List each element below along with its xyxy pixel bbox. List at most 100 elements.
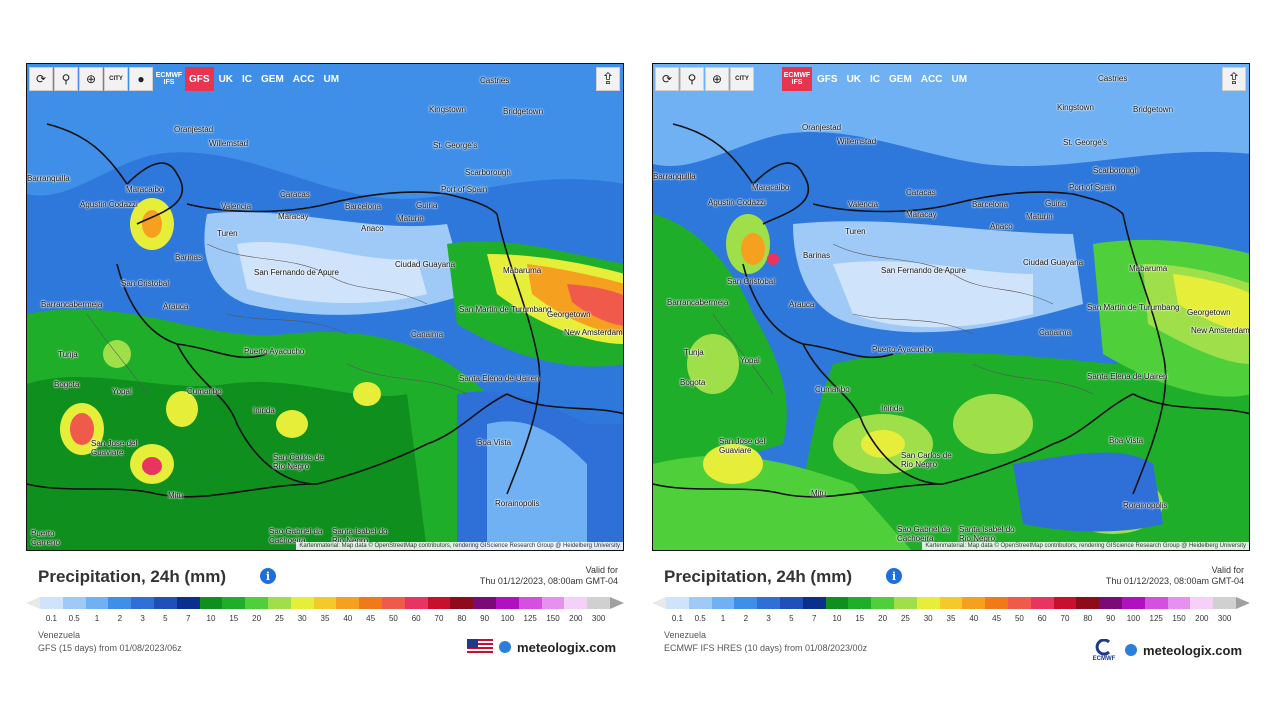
- model-tab-um[interactable]: UM: [323, 73, 340, 85]
- info-icon[interactable]: i: [260, 568, 276, 584]
- model-tab-gem[interactable]: GEM: [261, 73, 284, 85]
- legend-swatch: [757, 597, 780, 609]
- legend-tick-label: 0.5: [68, 614, 80, 623]
- precip-map-gfs[interactable]: ⟳ ⚲ ⊕ CITY ● ECMWF IFS GFS UK IC GEM ACC…: [26, 63, 624, 551]
- legend-tick-label: 20: [878, 614, 888, 623]
- city-label: San Fernando de Apure: [254, 268, 339, 277]
- globe-icon: [499, 641, 512, 653]
- legend-tick-label: 100: [1126, 614, 1141, 623]
- city-label: San Martin de Turumbang: [1087, 303, 1180, 312]
- city-label: Santa Isabel do Rio Negro: [332, 527, 388, 545]
- city-label: San Martin de Turumbang: [459, 305, 552, 314]
- city-label: Port of Spain: [441, 185, 488, 194]
- city-label: Yopal: [740, 356, 760, 365]
- share-icon[interactable]: ⇪: [1222, 67, 1246, 91]
- city-toggle-button[interactable]: CITY: [730, 67, 754, 91]
- legend-swatch: [1121, 597, 1145, 609]
- city-label: Canaima: [1039, 328, 1072, 337]
- city-label: Inirida: [253, 406, 275, 415]
- city-label: Valencia: [221, 202, 252, 211]
- city-label: San Jose del Guaviare: [719, 437, 766, 455]
- model-tab-ic[interactable]: IC: [870, 73, 881, 85]
- legend-tick-label: 0.1: [45, 614, 57, 623]
- city-label: Oranjestad: [174, 125, 214, 134]
- city-label: Scarborough: [465, 168, 511, 177]
- map-toolbar: ⟳ ⚲ ⊕ CITY ● ECMWF IFS GFS UK IC GEM ACC…: [29, 67, 343, 91]
- legend-tick-label: 90: [480, 614, 490, 623]
- dot-marker-icon[interactable]: ●: [129, 67, 153, 91]
- legend-tick-label: 0.1: [671, 614, 683, 623]
- share-icon[interactable]: ⇪: [596, 67, 620, 91]
- brand-name[interactable]: meteologix.com: [1143, 642, 1242, 658]
- legend-tick-label: 50: [1014, 614, 1024, 623]
- city-label: Turen: [217, 229, 238, 238]
- city-label: Bogota: [54, 380, 80, 389]
- legend-tick-label: 50: [388, 614, 398, 623]
- city-label: Anaco: [361, 224, 384, 233]
- model-tab-um[interactable]: UM: [951, 73, 968, 85]
- legend-swatch: [1076, 597, 1100, 609]
- city-toggle-button[interactable]: CITY: [104, 67, 128, 91]
- model-tab-ecmwf[interactable]: ECMWF IFS: [782, 67, 812, 91]
- city-label: Castries: [1098, 74, 1128, 83]
- location-pin-icon[interactable]: ⚲: [54, 67, 78, 91]
- map-title-row: Precipitation, 24h (mm) i Valid for Thu …: [664, 563, 1250, 589]
- color-legend: [26, 595, 624, 611]
- legend-swatch: [1007, 597, 1031, 609]
- legend-bar: [40, 597, 610, 609]
- city-label: Santa Elena de Uairen: [1087, 372, 1168, 381]
- city-label: San Jose del Guaviare: [91, 439, 138, 457]
- model-tab-gfs[interactable]: GFS: [817, 73, 838, 85]
- model-tab-uk[interactable]: UK: [218, 73, 234, 85]
- location-pin-icon[interactable]: ⚲: [680, 67, 704, 91]
- legend-tick-label: 7: [811, 614, 817, 623]
- city-label: Canaima: [411, 330, 444, 339]
- city-label: St. George's: [1063, 138, 1108, 147]
- globe-icon: [1125, 644, 1138, 656]
- model-tab-gfs[interactable]: GFS: [185, 67, 214, 91]
- city-label: Kingstown: [429, 105, 466, 114]
- city-label: Inirida: [881, 404, 903, 413]
- region-label: Venezuela: [664, 630, 707, 640]
- city-label: Barranquilla: [27, 174, 70, 183]
- city-label: Arauca: [163, 302, 189, 311]
- legend-tick-label: 40: [343, 614, 353, 623]
- zoom-icon[interactable]: ⊕: [705, 67, 729, 91]
- refresh-icon[interactable]: ⟳: [655, 67, 679, 91]
- precip-map-ecmwf[interactable]: ⟳ ⚲ ⊕ CITY ECMWF IFS GFS UK IC GEM ACC U…: [652, 63, 1250, 551]
- city-label: Barranquilla: [653, 172, 696, 181]
- legend-tick-label: 20: [252, 614, 262, 623]
- city-label: New Amsterdam: [564, 328, 623, 337]
- legend-swatch: [222, 597, 246, 609]
- legend-swatch: [1190, 597, 1214, 609]
- city-label: Port of Spain: [1069, 183, 1116, 192]
- city-label: Turen: [845, 227, 866, 236]
- model-tab-ic[interactable]: IC: [242, 73, 253, 85]
- city-label: Bridgetown: [1133, 105, 1174, 114]
- model-tab-gem[interactable]: GEM: [889, 73, 912, 85]
- legend-bar: [666, 597, 1236, 609]
- legend-tick-label: 70: [434, 614, 444, 623]
- legend-tick-label: 35: [320, 614, 330, 623]
- city-label: St. George's: [433, 141, 478, 150]
- legend-swatch: [359, 597, 382, 609]
- info-icon[interactable]: i: [886, 568, 902, 584]
- legend-tick-label: 15: [855, 614, 865, 623]
- valid-for-label: Valid for: [1211, 565, 1244, 575]
- map-toolbar: ⟳ ⚲ ⊕ CITY ECMWF IFS GFS UK IC GEM ACC U…: [655, 67, 971, 91]
- legend-ticks: 0.1 0.5 1 2 3 5 7 10 15 20 25 30 35 40 45 50 60 70 80 90 100…: [40, 614, 610, 626]
- valid-for-label: Valid for: [585, 565, 618, 575]
- legend-swatch: [541, 597, 565, 609]
- model-tab-ecmwf[interactable]: ECMWF IFS: [155, 72, 183, 86]
- legend-tick-label: 3: [140, 614, 145, 623]
- city-label: Caracas: [906, 188, 936, 197]
- model-tab-uk[interactable]: UK: [846, 73, 862, 85]
- city-label: Ciudad Guayana: [395, 260, 456, 269]
- zoom-icon[interactable]: ⊕: [79, 67, 103, 91]
- model-tab-acc[interactable]: ACC: [920, 73, 943, 85]
- legend-swatch: [518, 597, 542, 609]
- refresh-icon[interactable]: ⟳: [29, 67, 53, 91]
- model-tab-acc[interactable]: ACC: [292, 73, 315, 85]
- legend-swatch: [495, 597, 519, 609]
- brand-name[interactable]: meteologix.com: [517, 639, 616, 655]
